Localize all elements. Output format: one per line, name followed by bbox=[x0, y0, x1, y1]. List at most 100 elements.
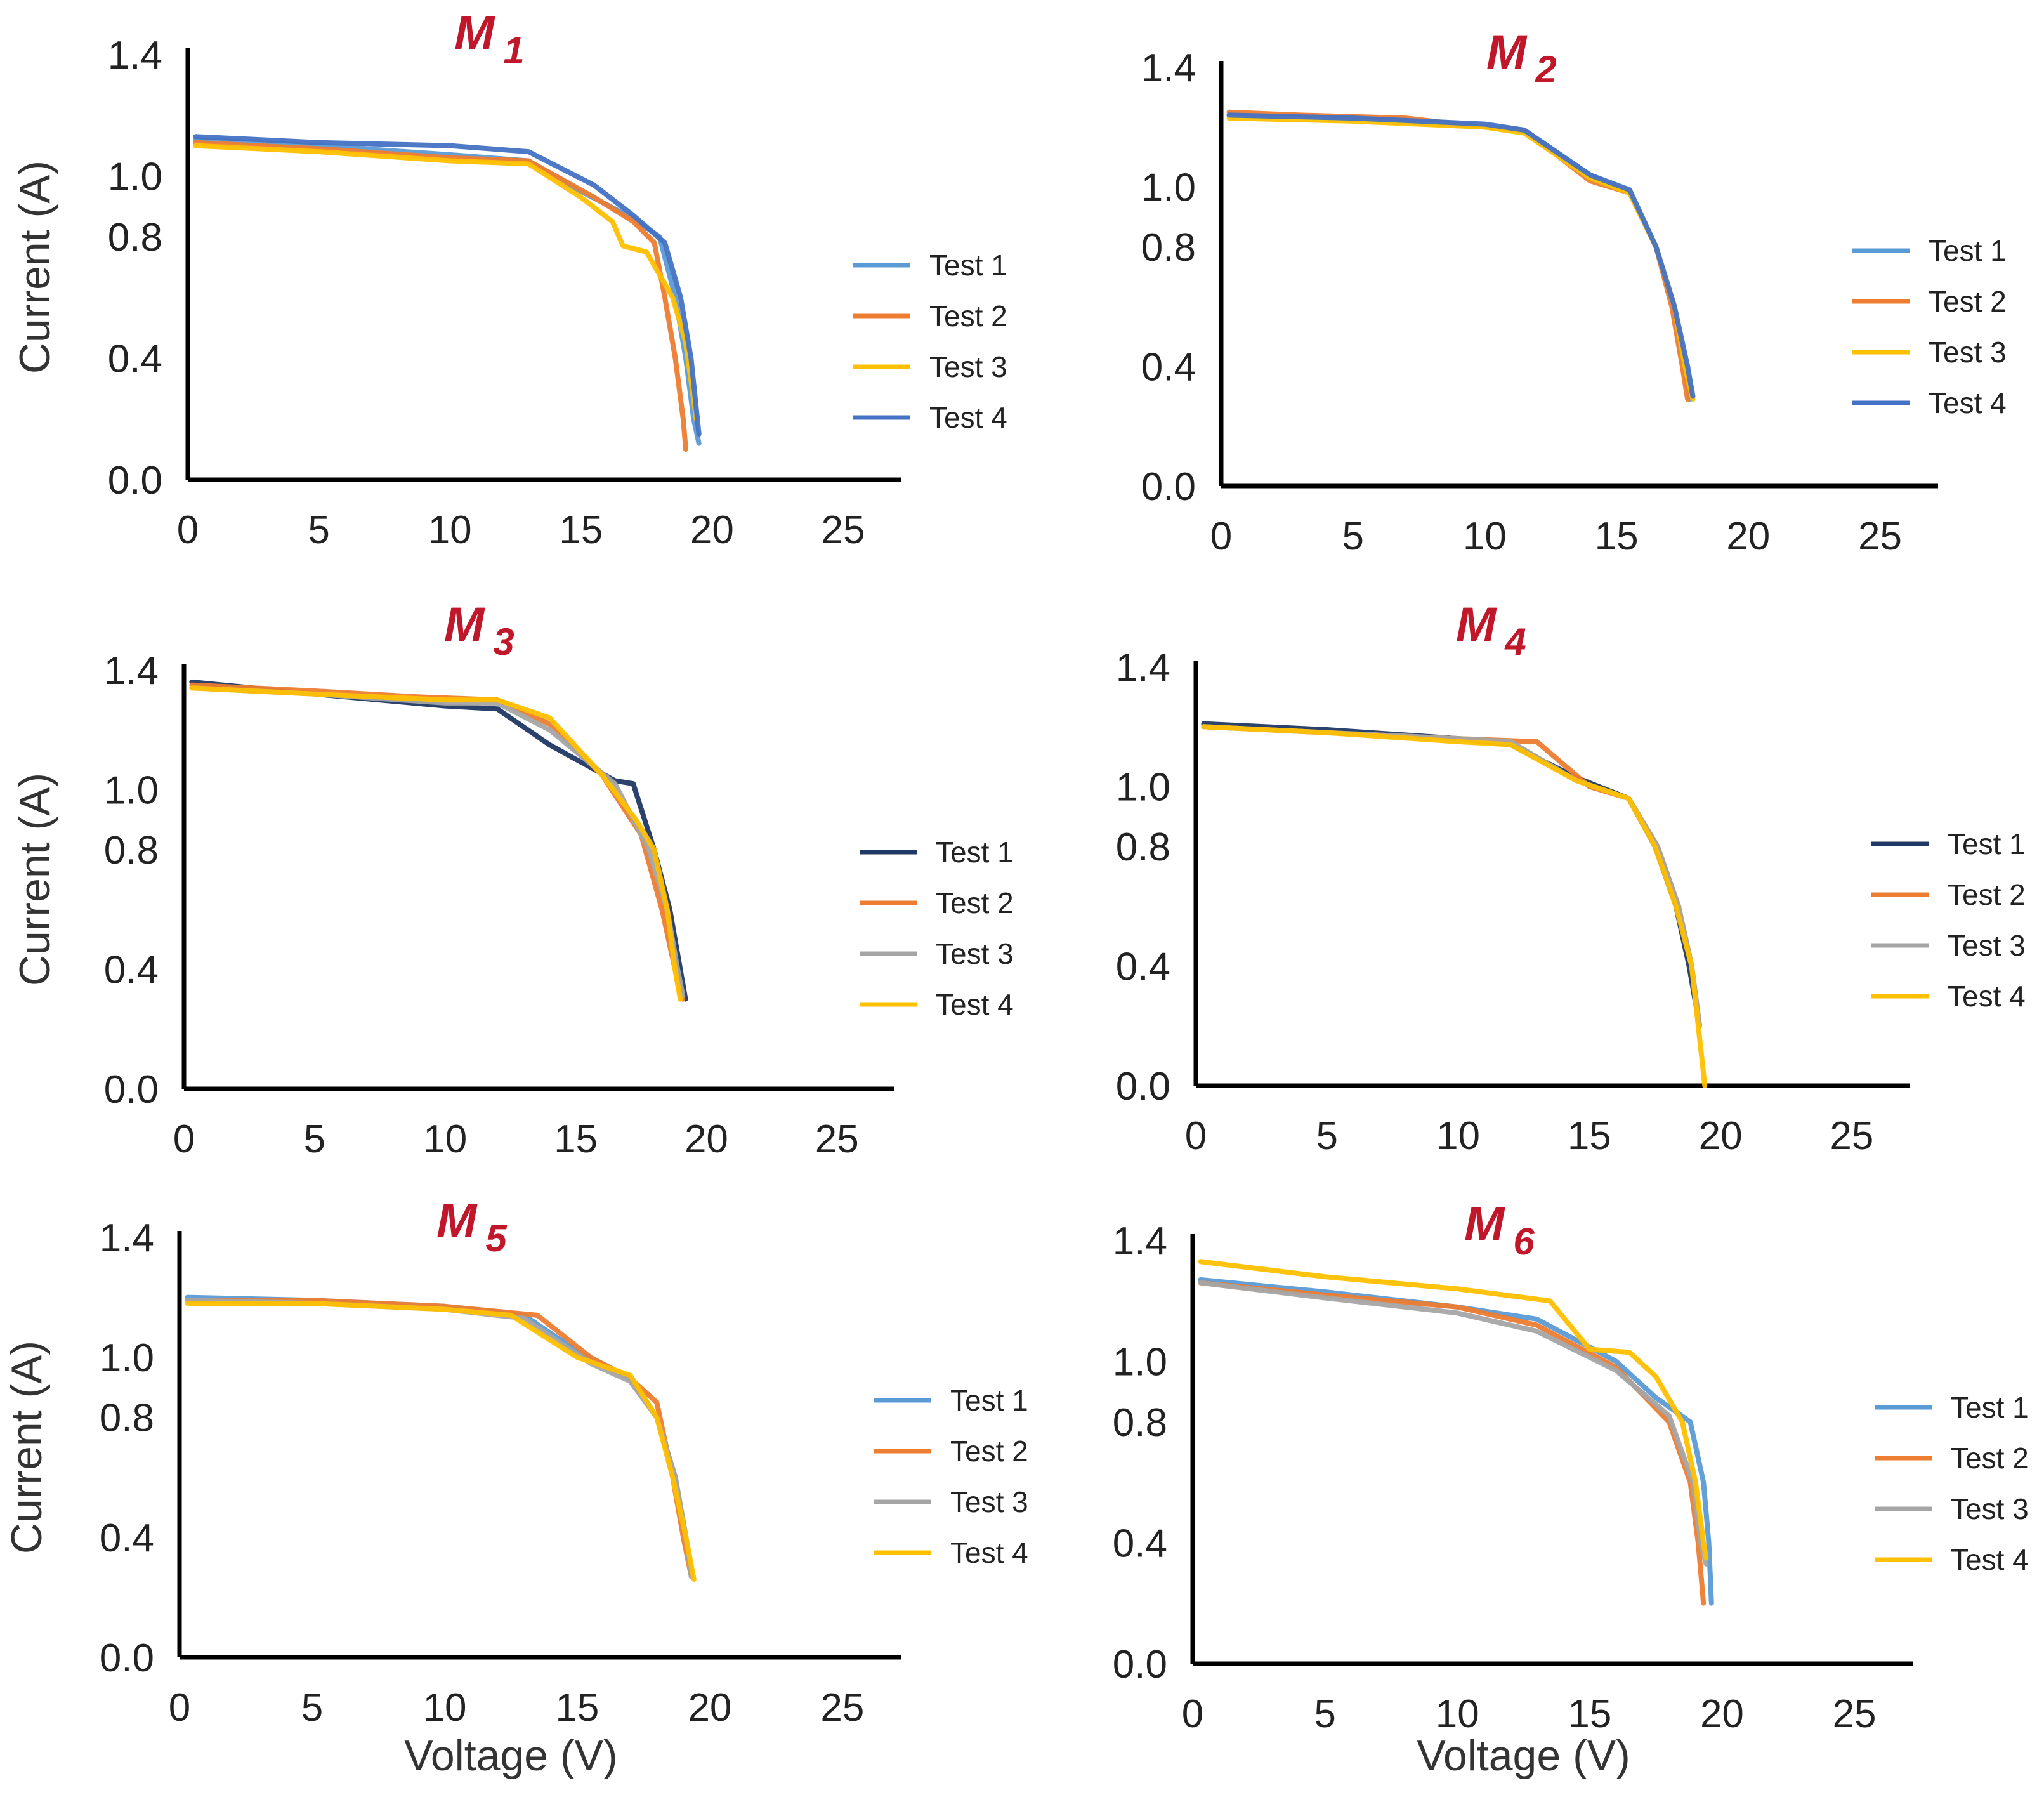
series-line-test-3 bbox=[193, 143, 699, 422]
x-tick-label: 15 bbox=[1568, 1114, 1611, 1158]
x-tick-label: 15 bbox=[559, 508, 603, 552]
y-tick-label: 1.0 bbox=[100, 1336, 154, 1380]
y-tick-label: 0.4 bbox=[1141, 345, 1196, 389]
y-tick-label: 1.0 bbox=[104, 769, 159, 813]
y-tick-label: 1.0 bbox=[1116, 766, 1170, 810]
y-tick-label: 0.0 bbox=[108, 459, 162, 503]
x-tick-label: 5 bbox=[1342, 515, 1363, 558]
series-line-test-2 bbox=[1201, 724, 1702, 1029]
x-tick-label: 0 bbox=[173, 1117, 195, 1161]
series-line-test-4 bbox=[1198, 1259, 1709, 1561]
series-line-test-3 bbox=[189, 685, 686, 999]
legend-label: Test 1 bbox=[936, 836, 1014, 869]
y-tick-label: 0.0 bbox=[100, 1636, 154, 1680]
x-tick-label: 10 bbox=[1436, 1692, 1479, 1736]
legend-label: Test 1 bbox=[929, 249, 1007, 282]
legend-label: Test 4 bbox=[1948, 980, 2026, 1013]
y-tick-label: 1.4 bbox=[100, 1216, 154, 1260]
series-line-test-1 bbox=[1201, 721, 1700, 1014]
x-tick-label: 25 bbox=[815, 1117, 859, 1161]
chart-panel-3: 0 5 10 15 20 25 0.0 0.4 0.8 1.0 1.4 Current (A) M 3 Te… bbox=[11, 598, 1014, 1161]
legend-label: Test 1 bbox=[950, 1384, 1028, 1417]
x-tick-label: 25 bbox=[1833, 1692, 1877, 1736]
series-line-test-4 bbox=[189, 685, 683, 1002]
x-tick-label: 5 bbox=[308, 508, 329, 552]
x-tick-label: 0 bbox=[1182, 1692, 1203, 1736]
series-line-test-4 bbox=[1226, 112, 1696, 399]
y-tick-label: 0.4 bbox=[104, 948, 159, 992]
y-tick-label: 1.4 bbox=[108, 34, 162, 77]
y-tick-label: 0.4 bbox=[100, 1516, 154, 1560]
x-tick-label: 25 bbox=[821, 508, 865, 552]
series-line-test-2 bbox=[193, 140, 688, 452]
legend: Test 1 Test 2 Test 3 Test 4 bbox=[853, 249, 1007, 434]
x-tick-label: 5 bbox=[304, 1117, 325, 1161]
x-tick-label: 10 bbox=[1436, 1114, 1480, 1158]
y-tick-label: 1.4 bbox=[1116, 646, 1170, 690]
legend-label: Test 3 bbox=[929, 350, 1007, 383]
y-tick-label: 0.8 bbox=[1116, 826, 1170, 869]
legend-label: Test 4 bbox=[1951, 1543, 2029, 1576]
series-line-test-2 bbox=[1226, 109, 1691, 402]
x-axis-label: Voltage (V) bbox=[404, 1732, 617, 1780]
x-tick-label: 0 bbox=[177, 508, 199, 552]
x-tick-label: 15 bbox=[1568, 1692, 1611, 1736]
legend-label: Test 2 bbox=[929, 299, 1007, 332]
legend: Test 1 Test 2 Test 3 Test 4 bbox=[860, 836, 1014, 1021]
y-tick-label: 0.0 bbox=[104, 1068, 159, 1112]
x-tick-label: 5 bbox=[1314, 1692, 1335, 1736]
y-tick-label: 1.4 bbox=[104, 649, 159, 693]
legend: Test 1 Test 2 Test 3 Test 4 bbox=[1871, 827, 2026, 1013]
legend-label: Test 2 bbox=[1951, 1442, 2029, 1475]
legend-label: Test 3 bbox=[1929, 336, 2007, 369]
series-line-test-1 bbox=[1198, 1277, 1714, 1606]
x-tick-label: 20 bbox=[1700, 1692, 1744, 1736]
x-tick-label: 10 bbox=[423, 1686, 466, 1730]
legend-label: Test 3 bbox=[950, 1485, 1028, 1518]
x-tick-label: 10 bbox=[1463, 515, 1507, 558]
x-tick-label: 20 bbox=[688, 1686, 731, 1730]
x-tick-label: 15 bbox=[554, 1117, 598, 1161]
y-tick-label: 0.4 bbox=[1116, 945, 1170, 989]
series-line-test-1 bbox=[193, 137, 702, 446]
series-line-test-3 bbox=[185, 1298, 694, 1579]
legend-label: Test 4 bbox=[950, 1536, 1028, 1569]
y-tick-label: 1.0 bbox=[1141, 166, 1196, 210]
series-line-test-1 bbox=[1226, 112, 1693, 402]
legend-label: Test 4 bbox=[929, 401, 1007, 434]
x-axis-label: Voltage (V) bbox=[1417, 1732, 1630, 1780]
series-line-test-4 bbox=[185, 1301, 697, 1582]
y-tick-label: 0.8 bbox=[1113, 1401, 1167, 1445]
y-axis-label: Current (A) bbox=[3, 1341, 51, 1554]
x-tick-label: 25 bbox=[1830, 1114, 1873, 1158]
legend: Test 1 Test 2 Test 3 Test 4 bbox=[1875, 1391, 2029, 1576]
x-tick-label: 0 bbox=[169, 1686, 190, 1730]
legend-label: Test 4 bbox=[936, 988, 1014, 1021]
y-tick-label: 1.4 bbox=[1141, 46, 1196, 90]
legend-label: Test 3 bbox=[936, 937, 1014, 970]
y-tick-label: 1.0 bbox=[1113, 1341, 1167, 1385]
chart-panel-6: 0 5 10 15 20 25 0.0 0.4 0.8 1.0 1.4 Voltage (V) M 6 Te… bbox=[1113, 1197, 2029, 1780]
legend-label: Test 1 bbox=[1929, 234, 2007, 267]
series-line-test-1 bbox=[189, 679, 688, 1002]
y-tick-label: 0.8 bbox=[1141, 226, 1196, 270]
x-tick-label: 10 bbox=[423, 1117, 467, 1161]
legend-label: Test 3 bbox=[1948, 929, 2026, 962]
legend-label: Test 2 bbox=[1929, 285, 2007, 318]
x-tick-label: 5 bbox=[1316, 1114, 1338, 1158]
chart-panel-1: 0 5 10 15 20 25 0.0 0.4 0.8 1.0 1.4 Current (A) M 1 Te… bbox=[11, 6, 1007, 552]
x-tick-label: 15 bbox=[555, 1686, 599, 1730]
x-tick-label: 0 bbox=[1185, 1114, 1207, 1158]
series-line-test-2 bbox=[185, 1298, 694, 1579]
y-tick-label: 0.4 bbox=[1113, 1522, 1167, 1565]
x-tick-label: 5 bbox=[301, 1686, 323, 1730]
legend-label: Test 2 bbox=[1948, 878, 2026, 911]
y-axis-label: Current (A) bbox=[11, 773, 59, 986]
